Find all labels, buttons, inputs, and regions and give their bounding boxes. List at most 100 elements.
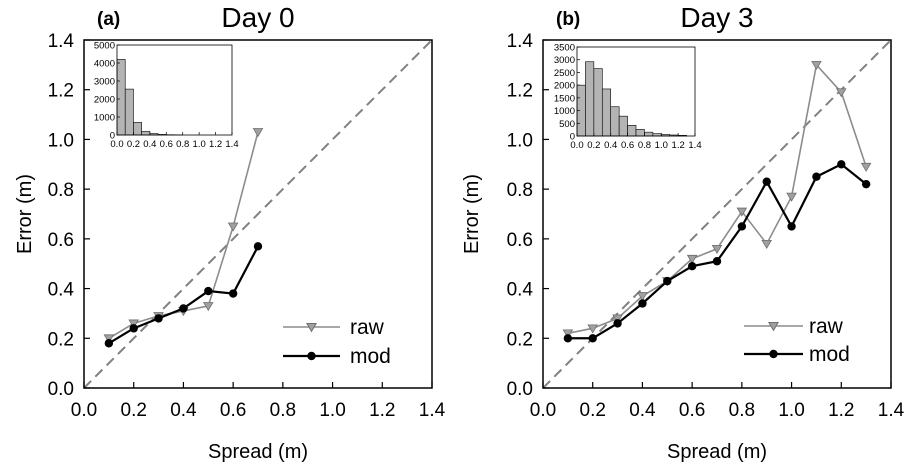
panel-b-inset-y-tick-label: 1500 — [554, 93, 575, 104]
panel-b-inset-x-tick-label: 0.4 — [604, 140, 617, 151]
panel-a-inset-x-tick-label: 0.2 — [127, 139, 140, 150]
panel-b-mod-point — [613, 319, 622, 328]
panel-b-inset-y-tick-label: 3500 — [554, 43, 575, 54]
panel-b-y-tick-label: 1.0 — [507, 130, 533, 151]
panel-a-x-tick-label: 0.4 — [170, 400, 197, 421]
panel-a-inset-y-tick-label: 1000 — [94, 113, 115, 124]
panel-b-inset-x-tick-label: 0.8 — [638, 140, 651, 151]
panel-b-mod-point — [812, 172, 821, 181]
panel-b-inset-y-tick-label: 1000 — [554, 106, 575, 117]
panel-a-inset-y-tick-label: 2000 — [94, 95, 115, 106]
panel-b-series-mod — [563, 160, 871, 343]
panel-b-mod-point — [638, 299, 647, 308]
panel-b-inset-x-tick-label: 0.2 — [587, 140, 600, 151]
panel-b-inset-y-tick-label: 3000 — [554, 55, 575, 66]
panel-b-mod-point — [588, 334, 597, 343]
panel-a-inset-bar — [124, 88, 134, 136]
panel-a-x-tick-label: 1.0 — [319, 400, 345, 421]
panel-a-plot-frame — [83, 39, 433, 389]
panel-b-raw-point — [835, 88, 847, 98]
panel-a-raw-point — [252, 128, 264, 138]
panel-a-inset-x-tick-label: 1.2 — [209, 139, 222, 150]
panel-b-raw-point — [761, 239, 773, 249]
panel-a-legend-mod-label: mod — [350, 345, 391, 368]
panel-a-inset-y-tick-label: 5000 — [94, 41, 115, 52]
panel-a-mod-point — [228, 289, 238, 298]
panel-b-raw-point — [562, 329, 574, 339]
panel-a-mod-point — [104, 339, 114, 348]
panel-a-raw-point — [103, 334, 115, 344]
panel-a-y-axis-label: Error (m) — [14, 174, 36, 254]
panel-a-legend: raw mod — [283, 316, 391, 368]
panel-b-inset-bar — [593, 68, 603, 137]
panel-b-x-tick-label: 0.2 — [580, 400, 606, 421]
panel-b-mod-point — [712, 257, 722, 266]
panel-b-y-tick-label: 0.4 — [507, 280, 534, 301]
panel-a-legend-raw-label: raw — [350, 316, 385, 339]
panel-b-inset-bar — [635, 129, 645, 137]
panel-b-inset-y-tick-label: 500 — [559, 119, 575, 130]
panel-b-x-tick-label: 0.0 — [530, 400, 556, 421]
panel-a-x-axis-label: Spread (m) — [208, 441, 308, 463]
panel-b-mod-point — [787, 222, 796, 231]
panel-b-legend-raw-marker — [768, 322, 779, 332]
panel-a-mod-point — [129, 324, 138, 333]
panel-a-inset-bar — [133, 122, 142, 136]
panel-b-raw-point — [637, 292, 648, 302]
panel-a-inset-x-tick-label: 0.6 — [160, 139, 173, 150]
panel-b-inset-x-tick-label: 0.6 — [621, 140, 634, 151]
panel-b-y-axis-label: Error (m) — [461, 174, 483, 254]
panel-a-y-tick-label: 1.4 — [48, 31, 75, 52]
panel-b-y-tick-label: 1.2 — [507, 81, 533, 102]
panel-a-inset-x-tick-label: 0.4 — [143, 139, 156, 150]
panel-a-y-tick-label: 0.2 — [48, 329, 74, 350]
panel-a-x-tick-label: 0.2 — [121, 400, 147, 421]
panel-b-y-tick-label: 0.6 — [507, 230, 533, 251]
panel-b-mod-point — [837, 160, 846, 169]
panel-b-y-tick-label: 0.0 — [507, 379, 533, 400]
panel-b-inset-bar — [610, 106, 620, 137]
panel-a-raw-point — [202, 302, 214, 312]
panel-a-legend-mod-marker — [307, 351, 316, 361]
panel-b-inset-x-tick-label: 1.0 — [655, 140, 668, 151]
panel-a-x-tick-label: 1.4 — [419, 400, 446, 421]
panel-b-mod-point — [687, 262, 697, 271]
panel-b-inset-y-tick-label: 2500 — [554, 68, 575, 79]
panel-b-x-tick-label: 0.4 — [629, 400, 656, 421]
panel-b-raw-point — [811, 61, 822, 71]
panel-b-raw-point — [736, 207, 748, 217]
panel-a-legend-raw-marker — [306, 323, 317, 333]
panel-a-y-tick-label: 0.8 — [48, 180, 74, 201]
panel-a-inset-frame — [116, 44, 233, 136]
panel-b-mod-point — [762, 177, 771, 186]
panel-b-mod-point — [663, 276, 672, 286]
panel-b-title: Day 3 — [680, 2, 753, 33]
panel-b-inset-bar — [644, 131, 654, 137]
panel-a-one-to-one-line — [84, 40, 432, 388]
panel-a-raw-point — [128, 319, 140, 329]
panel-b-raw-point — [587, 324, 599, 334]
panel-b-mod-point — [861, 179, 871, 189]
panel-b-y-tick-label: 0.8 — [507, 180, 533, 201]
panel-b-inset-x-tick-label: 1.2 — [672, 140, 685, 151]
panel-b-y-tick-label: 1.4 — [507, 31, 534, 52]
panel-b-mod-point — [563, 334, 573, 343]
panel-b-mod-point — [737, 222, 747, 231]
panel-a-x-ticks: 0.0 0.2 0.4 0.6 0.8 1.0 1.2 1.4 — [71, 382, 446, 421]
panel-b-inset-bar — [627, 125, 637, 137]
panel-a-x-tick-label: 0.6 — [220, 400, 246, 421]
panel-b-legend-mod-marker — [769, 349, 778, 359]
panel-a-inset-y-tick-label: 4000 — [94, 59, 115, 70]
panel-b-x-tick-label: 1.2 — [828, 400, 854, 421]
panel-a-title: Day 0 — [221, 2, 294, 33]
panel-b-inset-x-tick-label: 0.0 — [570, 140, 583, 151]
panel-day-3: (b) Day 3 Spread (m) Error (m) 0.0 0.2 0.4… — [461, 2, 905, 463]
panel-b-raw-point — [860, 162, 872, 172]
panel-day-0: (a) Day 0 Spread (m) Error (m) 0.0 0.2 0.4… — [14, 2, 446, 463]
panel-a-mod-point — [253, 242, 263, 251]
panel-b-inset-bar — [618, 115, 628, 137]
panel-a-inset-background — [114, 42, 237, 158]
